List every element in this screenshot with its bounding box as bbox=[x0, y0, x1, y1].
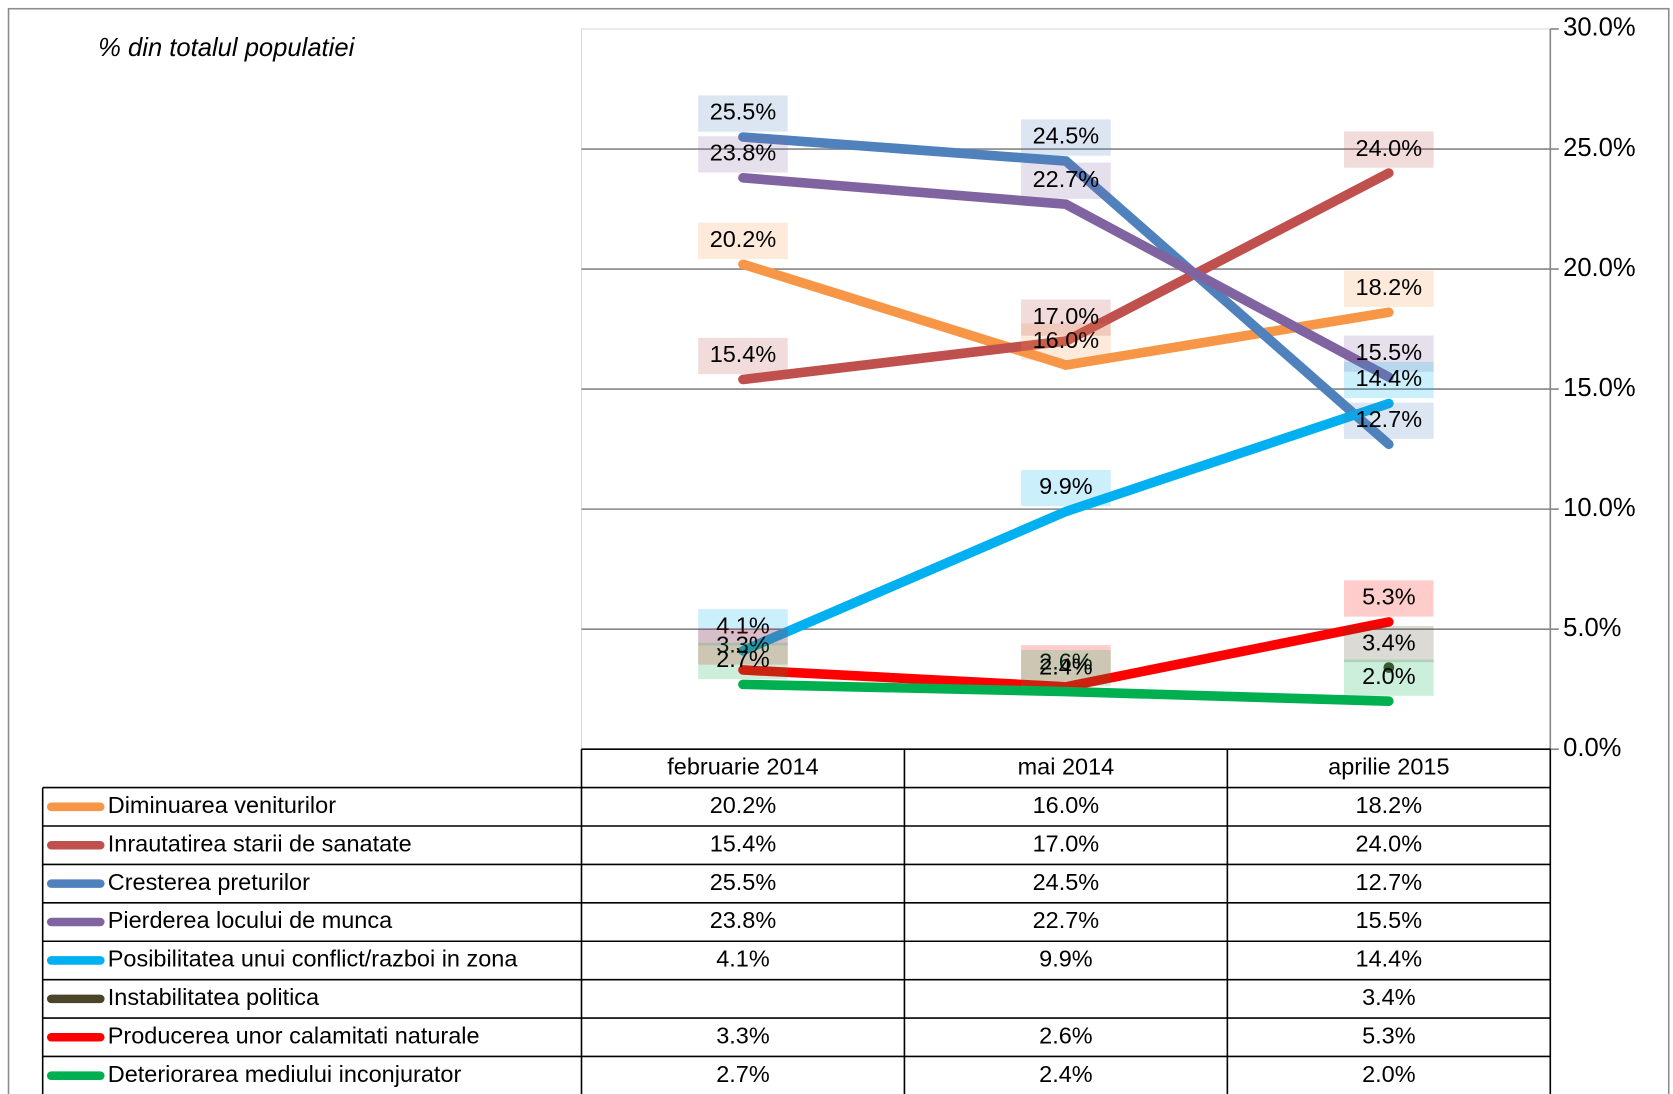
table-cell: 2.0% bbox=[1362, 1061, 1416, 1087]
legend-label: Cresterea preturilor bbox=[108, 869, 310, 895]
data-label-box bbox=[1021, 645, 1111, 682]
data-label-box bbox=[1344, 361, 1434, 399]
data-label: 25.5% bbox=[710, 99, 777, 125]
data-label: 24.5% bbox=[1033, 123, 1100, 149]
y-tick-label: 15.0% bbox=[1563, 374, 1636, 402]
data-label: 23.8% bbox=[710, 140, 777, 166]
table-cell: 25.5% bbox=[710, 869, 777, 895]
data-label-box bbox=[1021, 119, 1111, 156]
legend-label: Inrautatirea starii de sanatate bbox=[108, 830, 412, 856]
frame bbox=[7, 7, 1670, 1094]
y-tick-label: 10.0% bbox=[1563, 494, 1636, 522]
data-label: 22.7% bbox=[1033, 166, 1100, 192]
legend-label: Instabilitatea politica bbox=[108, 984, 320, 1010]
series-line bbox=[738, 168, 1394, 385]
legend-label: Diminuarea veniturilor bbox=[108, 792, 336, 818]
series-line bbox=[738, 398, 1394, 656]
table-cell: 3.4% bbox=[1362, 984, 1416, 1010]
series-line bbox=[738, 259, 1394, 371]
table-cell: 22.7% bbox=[1033, 907, 1100, 933]
y-tick-label: 0.0% bbox=[1563, 734, 1621, 762]
table-cell: 23.8% bbox=[710, 907, 777, 933]
legend-label: Deteriorarea mediului inconjurator bbox=[108, 1061, 462, 1087]
data-label-box bbox=[1344, 131, 1434, 168]
table-cell: 17.0% bbox=[1033, 830, 1100, 856]
data-label-box bbox=[698, 609, 788, 646]
data-label-box bbox=[1021, 649, 1111, 687]
data-label-box bbox=[698, 628, 788, 665]
table-cell: 24.0% bbox=[1356, 830, 1423, 856]
table-cell: 3.3% bbox=[716, 1022, 770, 1048]
series-line bbox=[738, 132, 1394, 450]
data-label: 24.0% bbox=[1356, 135, 1423, 161]
series-line bbox=[738, 679, 1394, 706]
data-label-box bbox=[1344, 659, 1434, 696]
data-label-box bbox=[1344, 580, 1434, 617]
data-label: 3.4% bbox=[1362, 629, 1416, 655]
data-label: 16.0% bbox=[1033, 327, 1100, 353]
data-label-box bbox=[1021, 323, 1111, 360]
data-label: 12.7% bbox=[1356, 406, 1423, 432]
data-label-box bbox=[1021, 162, 1111, 199]
series-point bbox=[1383, 662, 1395, 673]
data-label: 20.2% bbox=[710, 226, 777, 252]
table-cell: 4.1% bbox=[716, 946, 770, 972]
legend-label: Posibilitatea unui conflict/razboi in zo… bbox=[108, 946, 519, 972]
data-label-box bbox=[1021, 299, 1111, 336]
legend-label: Pierderea locului de munca bbox=[108, 907, 393, 933]
data-label-box bbox=[698, 222, 788, 259]
table-cell: 15.4% bbox=[710, 830, 777, 856]
table-cell: 9.9% bbox=[1039, 946, 1093, 972]
table-cell: 20.2% bbox=[710, 792, 777, 818]
legend-label: Producerea unor calamitati naturale bbox=[108, 1022, 480, 1048]
data-label: 18.2% bbox=[1356, 274, 1423, 300]
table-cell: 2.7% bbox=[716, 1061, 770, 1087]
data-label: 2.0% bbox=[1362, 663, 1416, 689]
annotation: % din totalul populatiei bbox=[98, 34, 355, 62]
table-cell: 2.4% bbox=[1039, 1061, 1093, 1087]
series-line bbox=[738, 173, 1394, 382]
y-tick-label: 30.0% bbox=[1563, 14, 1636, 42]
data-label-box bbox=[698, 136, 788, 173]
data-label: 15.4% bbox=[710, 341, 777, 367]
table-header: februarie 2014 bbox=[667, 754, 818, 780]
data-label: 2.4% bbox=[1039, 653, 1093, 679]
data-label-box bbox=[698, 642, 788, 680]
data-label: 17.0% bbox=[1033, 303, 1100, 329]
table-header: mai 2014 bbox=[1018, 754, 1115, 780]
data-label: 4.1% bbox=[716, 612, 770, 638]
table-cell: 12.7% bbox=[1356, 869, 1423, 895]
data-label-box bbox=[698, 337, 788, 375]
y-tick-label: 20.0% bbox=[1563, 254, 1636, 282]
table-cell: 15.5% bbox=[1356, 907, 1423, 933]
data-label: 2.6% bbox=[1039, 649, 1093, 675]
data-label: 3.3% bbox=[716, 632, 770, 658]
table-cell: 5.3% bbox=[1362, 1022, 1416, 1048]
data-label-box bbox=[1344, 625, 1434, 663]
data-label: 9.9% bbox=[1039, 473, 1093, 499]
y-tick-label: 25.0% bbox=[1563, 134, 1636, 162]
table-cell: 16.0% bbox=[1033, 792, 1100, 818]
data-label-box bbox=[1344, 335, 1434, 372]
table-header: aprilie 2015 bbox=[1328, 754, 1449, 780]
table-cell: 18.2% bbox=[1356, 792, 1423, 818]
data-label-box bbox=[698, 95, 788, 132]
data-label: 2.7% bbox=[716, 646, 770, 672]
data-label: 15.5% bbox=[1356, 339, 1423, 365]
data-label: 14.4% bbox=[1356, 365, 1423, 391]
table-cell: 2.6% bbox=[1039, 1022, 1093, 1048]
data-label-box bbox=[1021, 469, 1111, 507]
data-label: 5.3% bbox=[1362, 584, 1416, 610]
table-cell: 14.4% bbox=[1356, 946, 1423, 972]
data-label-box bbox=[1344, 270, 1434, 307]
table-cell: 24.5% bbox=[1033, 869, 1100, 895]
y-tick-label: 5.0% bbox=[1563, 614, 1621, 642]
data-label-box bbox=[1344, 402, 1434, 439]
